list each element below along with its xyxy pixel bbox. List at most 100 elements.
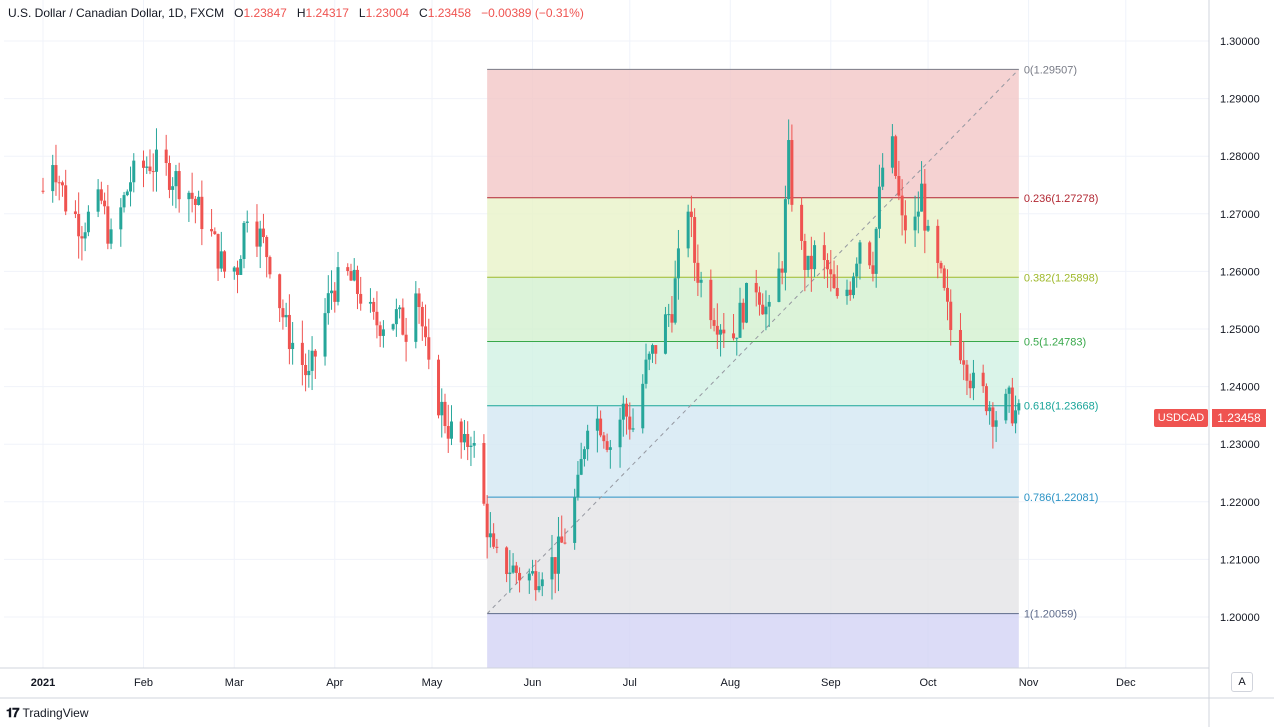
fib-trend-line [486, 69, 1020, 614]
candle-body [631, 428, 635, 430]
candle-body [676, 248, 680, 279]
candle-body [427, 337, 431, 360]
candle-body [216, 234, 220, 269]
candle-body [926, 225, 930, 231]
candle-body [255, 221, 259, 247]
price-tick-label: 1.30000 [1220, 36, 1260, 48]
candle-body [871, 265, 875, 274]
symbol-description: U.S. Dollar / Canadian Dollar, 1D, FXCM [8, 6, 225, 20]
candle-body [258, 228, 262, 247]
candle-body [145, 166, 149, 168]
time-tick-label: Apr [326, 677, 343, 689]
candle-body [741, 302, 745, 323]
candle-body [281, 308, 285, 318]
candle-body [268, 257, 272, 275]
candle-body [197, 196, 201, 205]
price-tick-label: 1.28000 [1220, 151, 1260, 163]
candle-body [333, 290, 337, 302]
candle-body [372, 301, 376, 312]
fib-zone [487, 613, 1019, 668]
candle-body [556, 536, 560, 574]
candle-body [855, 263, 859, 277]
candle-body [459, 421, 463, 443]
last-price-tag: 1.23458 [1212, 409, 1266, 427]
auto-scale-button[interactable]: A [1231, 672, 1253, 692]
candle-body [732, 333, 736, 339]
candle-body [965, 364, 969, 381]
candle-body [647, 353, 651, 360]
fib-level-label: 1(1.20059) [1024, 609, 1077, 621]
candle-body [897, 175, 901, 196]
high-label: H [296, 6, 306, 20]
candle-body [60, 182, 64, 186]
candle-body [462, 434, 466, 443]
candle-body [446, 426, 450, 439]
fib-level-label: 0.786(1.22081) [1024, 492, 1099, 504]
candle-body [232, 267, 236, 272]
candle-body [761, 304, 765, 315]
price-tick-label: 1.27000 [1220, 209, 1260, 221]
candle-body [492, 533, 496, 547]
candle-body [832, 274, 836, 288]
fib-level-label: 0(1.29507) [1024, 64, 1077, 76]
candle-body [890, 136, 894, 168]
candle-body [472, 442, 476, 446]
candle-body [132, 160, 136, 183]
candle-body [64, 185, 68, 212]
candle-body [352, 269, 356, 281]
candle-body [1010, 387, 1014, 424]
candle-body [310, 350, 314, 371]
candle-body [735, 337, 739, 339]
candle-body [835, 287, 839, 297]
candle-body [800, 204, 804, 241]
candle-body [599, 418, 603, 436]
price-tick-label: 1.25000 [1220, 324, 1260, 336]
candle-body [874, 228, 878, 274]
candle-body [563, 542, 567, 544]
candle-body [440, 401, 444, 416]
candle-body [722, 329, 726, 334]
candle-body [709, 279, 713, 321]
candle-body [803, 240, 807, 270]
candle-body [171, 186, 175, 190]
brand-label: TradingView [22, 706, 89, 720]
candle-body [391, 324, 395, 330]
candle-body [485, 503, 489, 538]
tradingview-brand[interactable]: 𝟏𝟕 TradingView [6, 705, 89, 721]
candle-body [1014, 410, 1018, 424]
candle-body [936, 225, 940, 263]
candle-body [96, 189, 100, 212]
time-tick-label: Oct [919, 677, 936, 689]
candle-body [540, 579, 544, 587]
candle-body [696, 262, 700, 283]
candle-body [404, 334, 408, 342]
time-tick-label: May [422, 677, 443, 689]
candle-body [213, 231, 217, 235]
candle-body [809, 255, 813, 270]
candle-body [518, 572, 522, 581]
candle-body [625, 403, 629, 417]
candle-body [586, 430, 590, 450]
candle-body [177, 171, 181, 200]
candle-body [488, 533, 492, 538]
price-tick-label: 1.20000 [1220, 612, 1260, 624]
candle-body [122, 195, 126, 208]
candle-body [57, 182, 61, 184]
change-value: −0.00389 (−0.31%) [481, 6, 584, 20]
candle-body [531, 571, 535, 574]
candle-body [621, 403, 625, 420]
candle-body [942, 268, 946, 288]
time-tick-label: Mar [225, 677, 244, 689]
fib-level-label: 0.236(1.27278) [1024, 193, 1099, 205]
candle-body [923, 183, 927, 231]
fib-level-label: 0.618(1.23668) [1024, 401, 1099, 413]
candle-body [670, 314, 674, 323]
tradingview-logo-icon: 𝟏𝟕 [6, 705, 20, 720]
candle-body [443, 401, 447, 427]
fibonacci-retracement[interactable]: 0(1.29507) 0.236(1.27278) 0.382(1.25898) 0.… [486, 64, 1099, 668]
candle-body [576, 474, 580, 498]
candle-body [300, 342, 304, 365]
candle-body [381, 329, 385, 336]
